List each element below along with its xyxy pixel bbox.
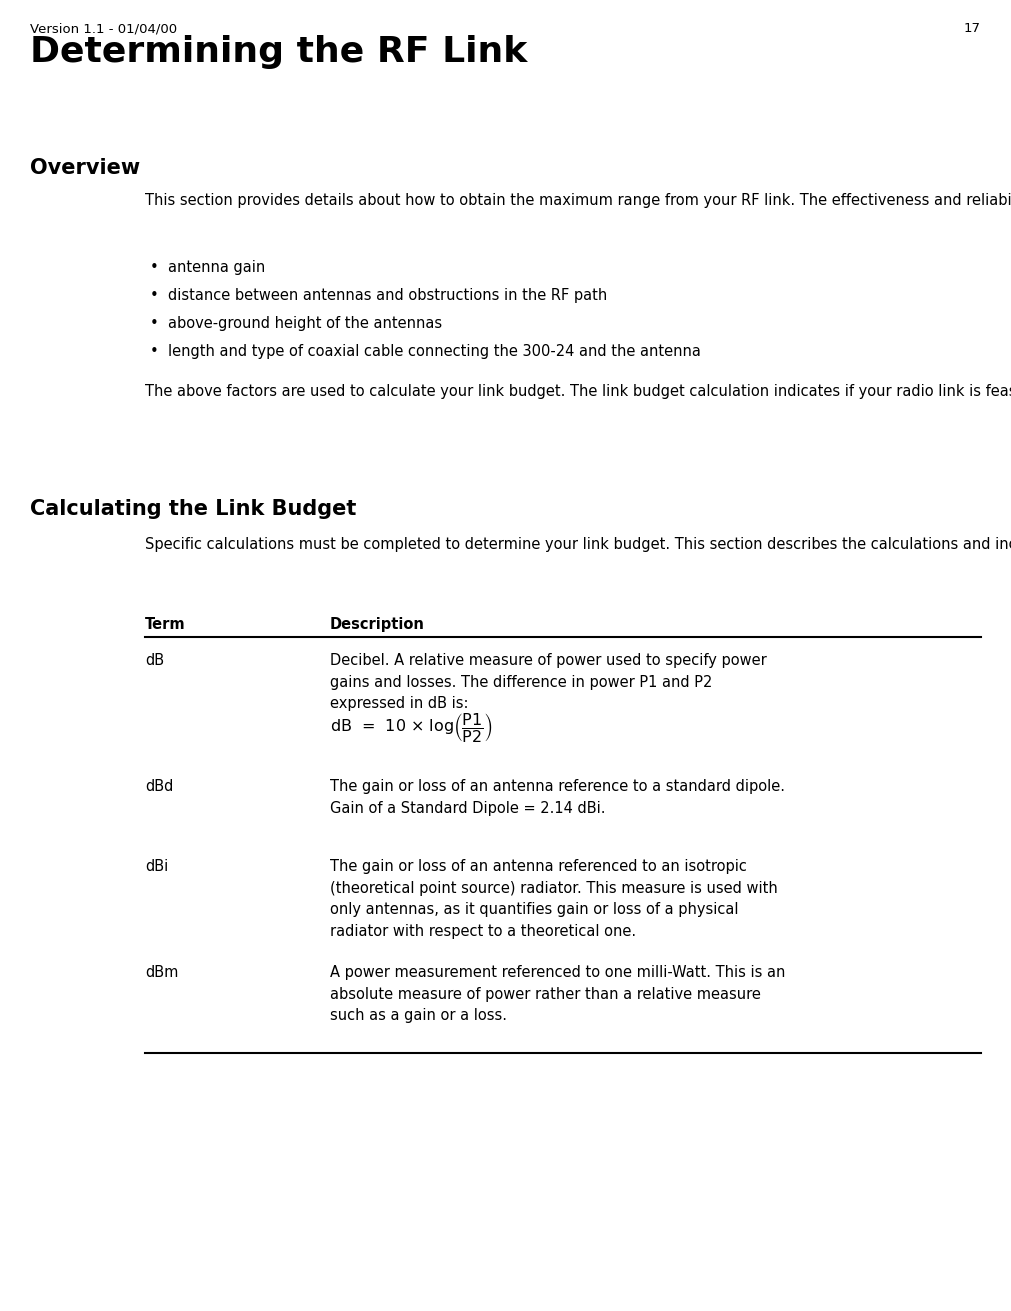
Text: A power measurement referenced to one milli-Watt. This is an
absolute measure of: A power measurement referenced to one mi… xyxy=(330,965,786,1023)
Text: dBd: dBd xyxy=(145,779,173,794)
Text: This section provides details about how to obtain the maximum range from your RF: This section provides details about how … xyxy=(145,193,1011,208)
Text: Determining the RF Link: Determining the RF Link xyxy=(30,35,528,69)
Text: dBm: dBm xyxy=(145,965,178,981)
Text: Term: Term xyxy=(145,617,186,632)
Text: dB  =  10 $\times$ log$\left(\dfrac{\mathrm{P1}}{\mathrm{P2}}\right)$: dB = 10 $\times$ log$\left(\dfrac{\mathr… xyxy=(330,711,493,745)
Text: Overview: Overview xyxy=(30,159,141,178)
Text: Decibel. A relative measure of power used to specify power
gains and losses. The: Decibel. A relative measure of power use… xyxy=(330,653,766,711)
Text: •  distance between antennas and obstructions in the RF path: • distance between antennas and obstruct… xyxy=(150,288,608,303)
Text: The gain or loss of an antenna referenced to an isotropic
(theoretical point sou: The gain or loss of an antenna reference… xyxy=(330,859,777,939)
Text: •  above-ground height of the antennas: • above-ground height of the antennas xyxy=(150,316,442,330)
Text: •  antenna gain: • antenna gain xyxy=(150,260,265,275)
Text: 17: 17 xyxy=(964,22,981,35)
Text: dBi: dBi xyxy=(145,859,168,874)
Text: Calculating the Link Budget: Calculating the Link Budget xyxy=(30,499,356,519)
Text: •  length and type of coaxial cable connecting the 300-24 and the antenna: • length and type of coaxial cable conne… xyxy=(150,343,701,359)
Text: The above factors are used to calculate your link budget. The link budget calcul: The above factors are used to calculate … xyxy=(145,384,1011,399)
Text: Version 1.1 - 01/04/00: Version 1.1 - 01/04/00 xyxy=(30,22,177,35)
Text: Specific calculations must be completed to determine your link budget. This sect: Specific calculations must be completed … xyxy=(145,538,1011,552)
Text: The gain or loss of an antenna reference to a standard dipole.
Gain of a Standar: The gain or loss of an antenna reference… xyxy=(330,779,785,815)
Text: dB: dB xyxy=(145,653,164,669)
Text: Description: Description xyxy=(330,617,425,632)
